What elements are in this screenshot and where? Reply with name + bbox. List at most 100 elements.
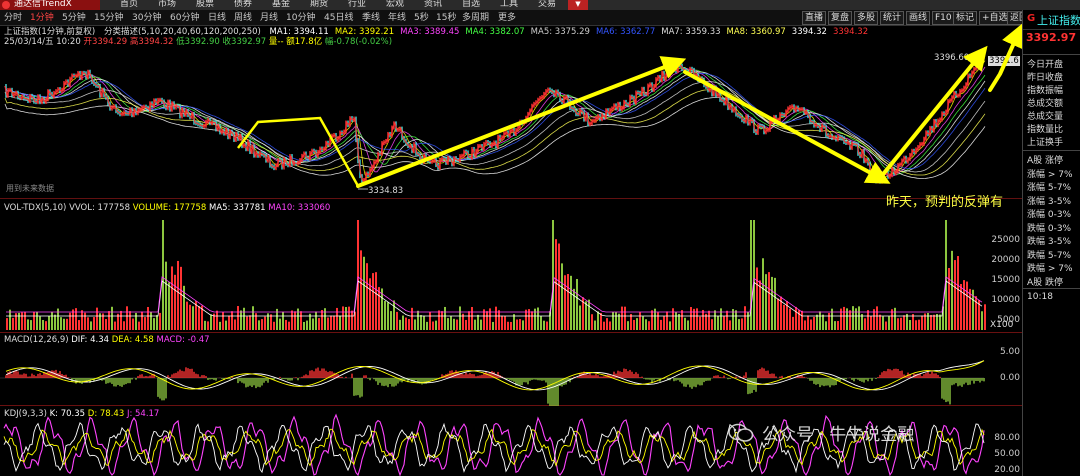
breadth-label-9: A股 跌停 bbox=[1027, 277, 1064, 288]
menu-item-8[interactable]: 资讯 bbox=[424, 0, 443, 9]
volume-axis-label-0: 25000 bbox=[991, 235, 1020, 245]
toolbar-button-4[interactable]: 画线 bbox=[906, 11, 931, 25]
kdj-header: KDJ(9,3,3) K: 70.35 D: 78.43 J: 54.17 bbox=[4, 409, 159, 419]
toolbar-button-7[interactable]: +自选 bbox=[979, 11, 1011, 25]
toolbar-button-6[interactable]: 标记 bbox=[953, 11, 978, 25]
period-tab-10[interactable]: 45日线 bbox=[324, 13, 354, 23]
main-chart-pane[interactable]: 上证指数(1分钟,前复权) 分类描述(5,10,20,40,60,120,200… bbox=[0, 26, 1022, 199]
ma-value-2: MA3: 3389.45 bbox=[400, 27, 460, 37]
macd-axis-label-0: 5.00 bbox=[999, 347, 1020, 357]
stat-label-5: 指数量比 bbox=[1027, 125, 1064, 135]
toolbar-button-5[interactable]: F10 bbox=[932, 11, 955, 25]
menu-item-0[interactable]: 首页 bbox=[120, 0, 139, 9]
watermark: 公众号 · 牛牛说金融 bbox=[728, 420, 914, 445]
period-tab-1[interactable]: 1分钟 bbox=[30, 13, 54, 23]
period-tab-5[interactable]: 60分钟 bbox=[170, 13, 200, 23]
macd-pane[interactable]: MACD(12,26,9) DIF: 4.34 DEA: 4.58 MACD: … bbox=[0, 334, 1022, 406]
menu-more-caret-icon[interactable]: ▼ bbox=[568, 0, 588, 10]
menu-item-2[interactable]: 股票 bbox=[196, 0, 215, 9]
menu-item-11[interactable]: 交易 bbox=[538, 0, 557, 9]
period-tab-9[interactable]: 10分钟 bbox=[286, 13, 316, 23]
volume-axis-label-1: 20000 bbox=[991, 255, 1020, 265]
chart-title: 上证指数(1分钟,前复权) bbox=[4, 27, 96, 37]
macd-axis-label-1: 0.00 bbox=[999, 373, 1020, 383]
menu-item-9[interactable]: 自选 bbox=[462, 0, 481, 9]
toolbar-button-1[interactable]: 复盘 bbox=[828, 11, 853, 25]
period-tab-14[interactable]: 15秒 bbox=[436, 13, 457, 23]
kdj-chart[interactable] bbox=[0, 407, 1022, 476]
period-tab-15[interactable]: 多周期 bbox=[462, 13, 490, 23]
logo-icon bbox=[2, 1, 10, 9]
menu-item-3[interactable]: 债券 bbox=[234, 0, 253, 9]
menu-item-1[interactable]: 市场 bbox=[158, 0, 177, 9]
stat-label-3: 总成交额 bbox=[1027, 99, 1064, 109]
volume-title: VOL-TDX(5,10) bbox=[4, 203, 67, 213]
period-tab-13[interactable]: 5秒 bbox=[414, 13, 429, 23]
right-info-panel: G 上证指数 3392.97 今日开盘 昨日收盘 指数振幅 总成交额 总成交量 指数量比上… bbox=[1022, 10, 1080, 476]
index-badge: G bbox=[1027, 13, 1036, 24]
breadth-label-1: 涨幅 > 7% bbox=[1027, 169, 1073, 180]
ma-value-7: MA8: 3360.97 bbox=[726, 27, 786, 37]
period-tab-12[interactable]: 年线 bbox=[388, 13, 407, 23]
annotation-text: 昨天，预判的反弹有 bbox=[886, 195, 1004, 210]
period-tab-11[interactable]: 季线 bbox=[362, 13, 381, 23]
kdj-axis-label-2: 20.00 bbox=[994, 465, 1020, 475]
period-tab-2[interactable]: 5分钟 bbox=[62, 13, 86, 23]
kdj-axis-label-1: 50.00 bbox=[994, 449, 1020, 459]
volume-unit: X100 bbox=[990, 320, 1014, 330]
period-tab-6[interactable]: 日线 bbox=[208, 13, 227, 23]
volume-pane[interactable]: VOL-TDX(5,10) VVOL: 177758 VOLUME: 17775… bbox=[0, 200, 1022, 333]
volume-chart[interactable] bbox=[0, 200, 1022, 333]
menu-item-4[interactable]: 基金 bbox=[272, 0, 291, 9]
toolbar-button-3[interactable]: 统计 bbox=[880, 11, 905, 25]
vol-ma5-value: MA5: 337781 bbox=[209, 203, 266, 213]
ma-value-6: MA7: 3359.33 bbox=[661, 27, 721, 37]
ma-value-3: MA4: 3382.07 bbox=[465, 27, 525, 37]
index-name[interactable]: 上证指数 bbox=[1037, 14, 1080, 27]
period-tab-7[interactable]: 周线 bbox=[234, 13, 253, 23]
toolbar-button-0[interactable]: 直播 bbox=[802, 11, 827, 25]
menu-item-10[interactable]: 工具 bbox=[500, 0, 519, 9]
period-tab-8[interactable]: 月线 bbox=[260, 13, 279, 23]
volume-axis-label-2: 15000 bbox=[991, 275, 1020, 285]
volume-axis-label-4: 5000 bbox=[997, 315, 1020, 325]
stat-label-2: 指数振幅 bbox=[1027, 86, 1064, 96]
index-price: 3392.97 bbox=[1026, 31, 1077, 44]
vvol-value: VVOL: 177758 bbox=[69, 203, 130, 213]
volume-axis-label-3: 10000 bbox=[991, 295, 1020, 305]
kdj-k: K: 70.35 bbox=[49, 409, 86, 419]
indicator-name: 分类描述(5,10,20,40,60,120,200,250) bbox=[103, 27, 261, 37]
right-panel-divider bbox=[1023, 288, 1080, 289]
last-price-tag: 3391.6 bbox=[988, 56, 1020, 66]
bar-open: 开3394.29 bbox=[83, 37, 128, 47]
menu-item-5[interactable]: 期货 bbox=[310, 0, 329, 9]
ma-value-9: 3394.32 bbox=[832, 27, 869, 37]
macd-chart[interactable] bbox=[0, 334, 1022, 406]
period-tab-4[interactable]: 30分钟 bbox=[132, 13, 162, 23]
period-tab-16[interactable]: 更多 bbox=[498, 13, 517, 23]
stat-label-0: 今日开盘 bbox=[1027, 60, 1064, 70]
panel-time: 10:18 bbox=[1027, 292, 1053, 302]
toolbar-button-2[interactable]: 多股 bbox=[854, 11, 879, 25]
period-tab-3[interactable]: 15分钟 bbox=[94, 13, 124, 23]
wechat-icon bbox=[728, 423, 754, 443]
kdj-title: KDJ(9,3,3) bbox=[4, 409, 47, 419]
stat-label-6: 上证换手 bbox=[1027, 138, 1064, 148]
price-chart[interactable] bbox=[0, 26, 1022, 199]
future-data-label: 用到未来数据 bbox=[6, 184, 54, 193]
main-header-row: 上证指数(1分钟,前复权) 分类描述(5,10,20,40,60,120,200… bbox=[4, 27, 868, 37]
period-tab-0[interactable]: 分时 bbox=[4, 13, 23, 23]
ma-value-5: MA6: 3362.77 bbox=[595, 27, 656, 37]
ma-value-8: 3394.32 bbox=[791, 27, 827, 37]
right-panel-header: G 上证指数 bbox=[1023, 10, 1080, 30]
app-logo[interactable]: 通达信TrendX bbox=[0, 0, 100, 10]
menu-item-7[interactable]: 宏观 bbox=[386, 0, 405, 9]
kdj-d: D: 78.43 bbox=[87, 409, 125, 419]
ma-values: MA1: 3394.11 MA2: 3392.21 MA3: 3389.45 MA4:… bbox=[264, 27, 869, 37]
menu-item-6[interactable]: 行业 bbox=[348, 0, 367, 9]
period-toolbar: 分时 1分钟 5分钟 15分钟 30分钟 60分钟 日线 周线 月线 10分钟 45日线 季线 年线 5秒… bbox=[0, 10, 1080, 26]
kdj-pane[interactable]: KDJ(9,3,3) K: 70.35 D: 78.43 J: 54.17 80… bbox=[0, 407, 1022, 476]
breadth-label-8: 跌幅 > 7% bbox=[1027, 264, 1073, 274]
breadth-label-5: 跌幅 0-3% bbox=[1027, 223, 1072, 234]
